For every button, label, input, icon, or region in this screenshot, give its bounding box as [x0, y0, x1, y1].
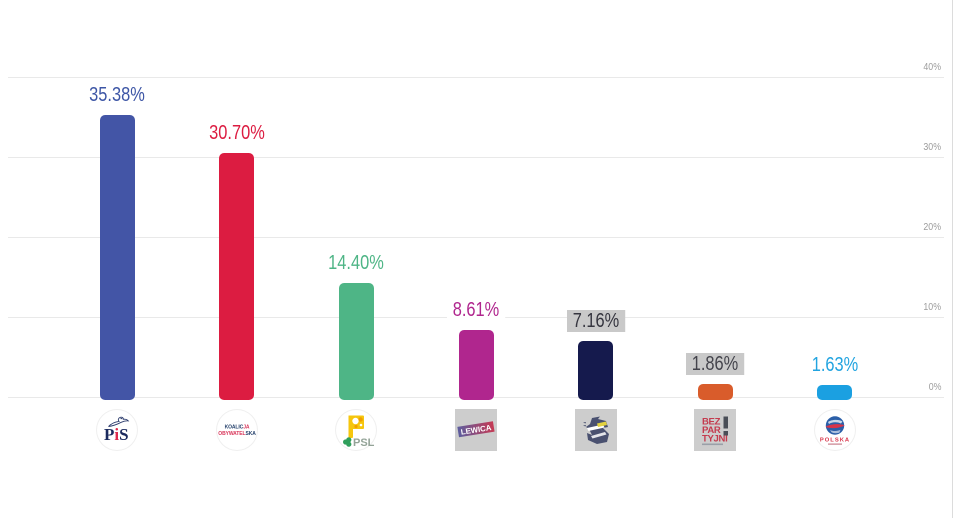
value-label-pis: 35.38% — [76, 84, 158, 107]
svg-text:BEZ: BEZ — [702, 417, 721, 428]
svg-text:KOALICJA: KOALICJA — [224, 425, 249, 431]
lewica-logo-icon: LEWICA — [457, 421, 495, 438]
y-axis-tick-20%: 20% — [923, 221, 942, 233]
value-label-text: 35.38% — [83, 84, 151, 107]
page-border-line — [952, 0, 953, 518]
konfederacja-logo-icon — [582, 416, 609, 444]
psl-logo-icon: PSL — [343, 415, 375, 449]
svg-text:PiS: PiS — [104, 425, 129, 444]
svg-text:OBYWATELSKA: OBYWATELSKA — [218, 431, 256, 437]
svg-text:POLSKA: POLSKA — [820, 438, 850, 444]
pis-eagle-sketch — [108, 416, 130, 428]
pfp-ribbon — [825, 424, 845, 429]
y-axis-tick-0%: 0% — [928, 381, 942, 393]
value-label-text: 1.63% — [805, 354, 864, 377]
ko-party-logo: KOALICJA OBYWATELSKA — [215, 409, 258, 451]
pfp-logo-icon: POLSKA — [820, 416, 850, 445]
bezpartyjni-party-logo: BEZ PAR TYJNI — [694, 409, 737, 451]
bar-lewica[interactable] — [458, 329, 494, 401]
bezpartyjni-exclamation-mark — [723, 416, 729, 429]
value-label-konfederacja: 7.16% — [560, 310, 631, 333]
psl-party-logo: PSL — [335, 409, 378, 451]
svg-text:PAR: PAR — [702, 425, 721, 436]
pfp-party-logo: POLSKA — [813, 409, 856, 451]
bar-psl[interactable] — [338, 283, 374, 401]
value-label-psl: 14.40% — [315, 252, 397, 275]
value-label-text: 30.70% — [203, 121, 271, 144]
bar-konfederacja[interactable] — [578, 341, 614, 401]
pis-logo-icon: PiS — [104, 416, 130, 444]
bar-pfp[interactable] — [817, 385, 853, 401]
gridline-20% — [8, 237, 944, 238]
value-label-lewica: 8.61% — [441, 298, 512, 321]
bar-bezpartyjni[interactable] — [697, 383, 733, 401]
value-label-text: 7.16% — [566, 310, 625, 333]
gridline-30% — [8, 157, 944, 158]
value-label-bezpartyjni: 1.86% — [680, 352, 751, 375]
svg-text:TYJNI: TYJNI — [702, 434, 727, 445]
svg-text:LEWICA: LEWICA — [460, 423, 492, 437]
bar-ko[interactable] — [219, 152, 255, 401]
bar-pis[interactable] — [99, 115, 135, 401]
y-axis-tick-30%: 30% — [923, 141, 942, 153]
y-axis-tick-10%: 10% — [923, 301, 942, 313]
konfederacja-party-logo — [574, 409, 617, 451]
value-label-pfp: 1.63% — [799, 354, 870, 377]
y-axis-tick-40%: 40% — [923, 61, 942, 73]
svg-text:PSL: PSL — [353, 437, 375, 449]
pis-party-logo: PiS — [96, 409, 139, 451]
lewica-party-logo: LEWICA — [455, 409, 497, 451]
value-label-text: 1.86% — [686, 352, 745, 375]
value-label-ko: 30.70% — [196, 121, 278, 144]
gridline-40% — [8, 77, 944, 78]
value-label-text: 14.40% — [322, 252, 390, 275]
value-label-text: 8.61% — [447, 298, 505, 321]
